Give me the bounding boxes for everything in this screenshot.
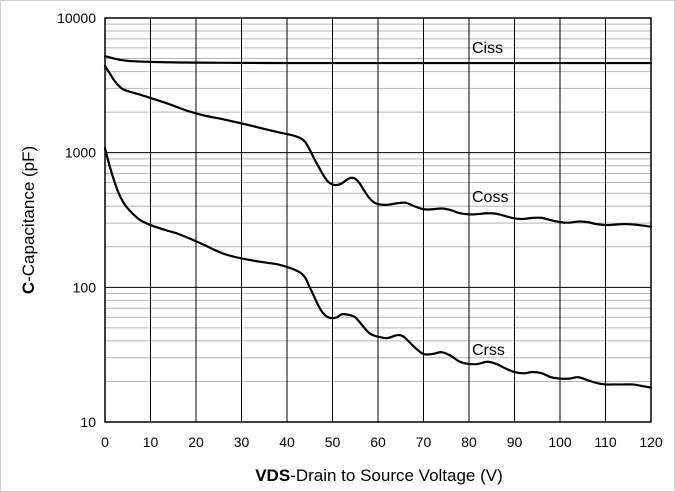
y-axis-label-rest: -Capacitance (pF) bbox=[19, 146, 38, 282]
y-tick-label: 10 bbox=[80, 414, 96, 430]
x-tick-label: 30 bbox=[234, 434, 250, 450]
x-tick-label: 40 bbox=[279, 434, 295, 450]
series-curves bbox=[103, 55, 653, 389]
y-axis-label-bold: C bbox=[19, 282, 38, 294]
grid bbox=[104, 17, 652, 423]
x-tick-label: 110 bbox=[594, 434, 617, 450]
series-label-ciss: Ciss bbox=[472, 40, 503, 57]
series-label-crss: Crss bbox=[472, 342, 505, 359]
y-tick-label: 1000 bbox=[65, 145, 96, 161]
x-tick-label: 90 bbox=[507, 434, 523, 450]
x-tick-labels: 0 10 20 30 40 50 60 70 80 90 100 110 120 bbox=[101, 434, 663, 450]
y-axis-label: C-Capacitance (pF) bbox=[19, 146, 38, 294]
series-line-ciss bbox=[103, 55, 653, 65]
x-tick-label: 0 bbox=[101, 434, 109, 450]
x-tick-label: 20 bbox=[188, 434, 204, 450]
x-tick-label: 50 bbox=[325, 434, 341, 450]
x-tick-label: 10 bbox=[143, 434, 159, 450]
x-tick-label: 80 bbox=[461, 434, 477, 450]
x-axis-label-bold: VDS bbox=[255, 466, 290, 485]
x-axis-label: VDS-Drain to Source Voltage (V) bbox=[255, 466, 503, 485]
x-tick-label: 70 bbox=[416, 434, 432, 450]
series-labels: Ciss Coss Crss bbox=[472, 40, 508, 359]
y-tick-labels: 10 100 1000 10000 bbox=[57, 10, 96, 430]
series-line-crss bbox=[103, 147, 653, 389]
series-line-coss bbox=[103, 64, 653, 228]
x-tick-label: 60 bbox=[370, 434, 386, 450]
x-tick-label: 100 bbox=[548, 434, 572, 450]
x-axis-label-rest: -Drain to Source Voltage (V) bbox=[290, 466, 503, 485]
x-tick-label: 120 bbox=[639, 434, 663, 450]
plot-area-border bbox=[104, 17, 652, 423]
series-label-coss: Coss bbox=[472, 189, 508, 206]
y-tick-label: 100 bbox=[73, 279, 97, 295]
y-tick-label: 10000 bbox=[57, 10, 96, 26]
